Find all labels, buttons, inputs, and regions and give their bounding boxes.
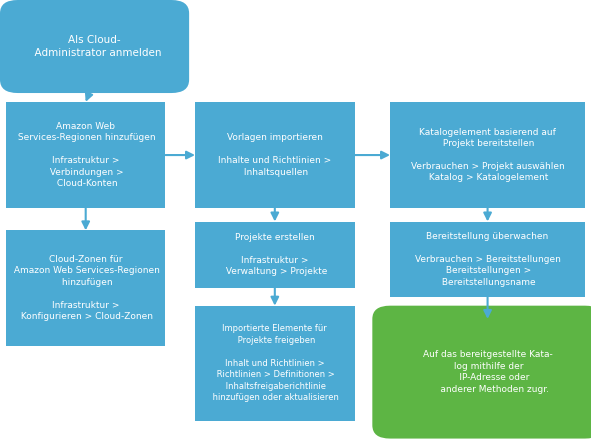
Text: Vorlagen importieren

Inhalte und Richtlinien >
 Inhaltsquellen: Vorlagen importieren Inhalte und Richtli… (218, 133, 332, 177)
Text: Amazon Web
 Services-Regionen hinzufügen

Infrastruktur >
 Verbindungen >
 Cloud: Amazon Web Services-Regionen hinzufügen … (15, 122, 156, 188)
Text: Projekte erstellen

Infrastruktur >
 Verwaltung > Projekte: Projekte erstellen Infrastruktur > Verwa… (223, 233, 327, 276)
Text: Importierte Elemente für
 Projekte freigeben

Inhalt und Richtlinien >
 Richtlin: Importierte Elemente für Projekte freige… (210, 324, 339, 402)
FancyBboxPatch shape (195, 306, 355, 421)
FancyBboxPatch shape (6, 102, 165, 208)
FancyBboxPatch shape (195, 102, 355, 208)
FancyBboxPatch shape (195, 222, 355, 288)
Text: Als Cloud-
  Administrator anmelden: Als Cloud- Administrator anmelden (28, 35, 161, 58)
Text: Cloud-Zonen für
 Amazon Web Services-Regionen
 hinzufügen

Infrastruktur >
 Konf: Cloud-Zonen für Amazon Web Services-Regi… (11, 255, 160, 321)
Text: Bereitstellung überwachen

Verbrauchen > Bereitstellungen
 Bereitstellungen >
 B: Bereitstellung überwachen Verbrauchen > … (415, 232, 560, 287)
FancyBboxPatch shape (390, 222, 585, 297)
FancyBboxPatch shape (0, 0, 189, 93)
Text: Katalogelement basierend auf
 Projekt bereitstellen

Verbrauchen > Projekt auswä: Katalogelement basierend auf Projekt ber… (411, 128, 564, 183)
FancyBboxPatch shape (372, 306, 591, 439)
FancyBboxPatch shape (390, 102, 585, 208)
Text: Auf das bereitgestellte Kata-
 log mithilfe der
     IP-Adresse oder
     andere: Auf das bereitgestellte Kata- log mithil… (423, 350, 553, 394)
FancyBboxPatch shape (6, 230, 165, 346)
